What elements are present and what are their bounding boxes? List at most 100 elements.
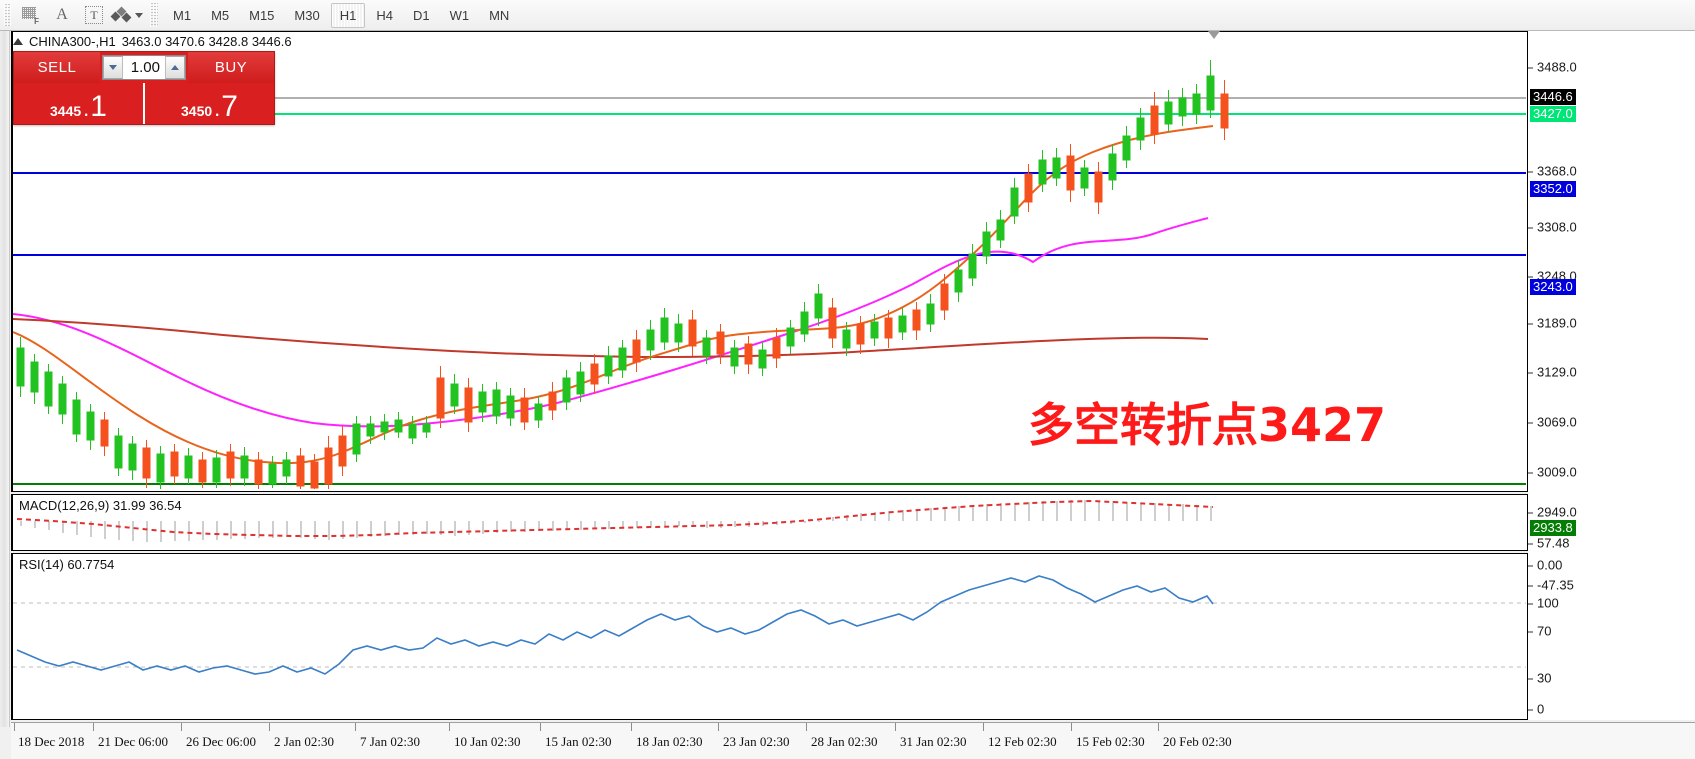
oct-top-row: SELL 1.00 BUY	[14, 52, 274, 83]
text-tool-icon[interactable]: A	[47, 2, 77, 28]
vertical-scrollbar-left[interactable]	[0, 31, 10, 727]
time-tick-10: 31 Jan 02:30	[900, 734, 967, 749]
symbol-name: CHINA300-,H1	[29, 33, 116, 49]
timeframe-mn[interactable]: MN	[489, 7, 510, 23]
sell-button[interactable]: SELL	[14, 52, 100, 83]
crosshair-f-glyph: F	[20, 5, 40, 26]
time-tick-3: 2 Jan 02:30	[274, 734, 334, 749]
timeframe-m15[interactable]: M15	[249, 7, 275, 23]
volume-stepper[interactable]: 1.00	[102, 55, 186, 80]
ma-magenta-line	[13, 217, 1209, 428]
sell-price-cell[interactable]: 3445 . 1	[14, 83, 145, 124]
rsi-tick-70: 70	[1528, 624, 1551, 639]
collapse-triangle-icon[interactable]	[13, 37, 23, 45]
time-tick-12: 15 Feb 02:30	[1076, 734, 1145, 749]
timeframe-h4[interactable]: H4	[376, 7, 393, 23]
sell-price-dot: .	[83, 96, 90, 121]
sell-price-integer: 3445	[50, 103, 82, 119]
time-axis[interactable]: 18 Dec 2018 21 Dec 06:00 26 Dec 06:00 2 …	[11, 722, 1695, 759]
time-tick-11: 12 Feb 02:30	[988, 734, 1057, 749]
crosshair-dots	[22, 7, 36, 19]
text-tool-letter: A	[56, 6, 68, 23]
price-badge-level-3243: 3243.0	[1530, 279, 1576, 295]
time-tick-1: 21 Dec 06:00	[98, 734, 169, 749]
rsi-caption: RSI(14) 60.7754	[19, 557, 115, 572]
one-click-trading-panel[interactable]: SELL 1.00 BUY 3445 . 1 3450 . 7	[13, 51, 275, 125]
objects-glyph	[110, 6, 132, 24]
rsi-tick-30: 30	[1528, 671, 1551, 686]
time-tick-6: 15 Jan 02:30	[545, 734, 612, 749]
time-tick-7: 18 Jan 02:30	[636, 734, 703, 749]
chart-annotation-text[interactable]: 多空转折点3427	[1028, 398, 1387, 452]
price-badge-low-2933: 2933.8	[1530, 520, 1576, 536]
buy-button[interactable]: BUY	[188, 52, 274, 83]
candlestick-series	[16, 60, 1229, 489]
price-badge-current: 3446.6	[1530, 89, 1576, 105]
symbol-header: CHINA300-,H1 3463.0 3470.6 3428.8 3446.6	[13, 33, 292, 49]
timeframe-w1[interactable]: W1	[449, 7, 470, 23]
buy-price-decimal: 7	[221, 90, 238, 123]
sell-price-decimal: 1	[90, 90, 107, 123]
rsi-tick-0: 0	[1528, 702, 1544, 717]
price-tick-3129: 3129.0	[1528, 365, 1577, 380]
macd-panel[interactable]: MACD(12,26,9) 31.99 36.54	[11, 494, 1528, 551]
text-label-icon[interactable]: T	[79, 2, 109, 28]
price-tick-3368: 3368.0	[1528, 164, 1577, 179]
timeframe-m5[interactable]: M5	[211, 7, 230, 23]
macd-histogram	[20, 500, 1212, 542]
timeframe-m1[interactable]: M1	[173, 7, 192, 23]
text-label-box: T	[85, 6, 103, 24]
rsi-chart-svg	[13, 575, 1526, 675]
volume-increment-button[interactable]	[165, 56, 185, 79]
price-tick-3189: 3189.0	[1528, 316, 1577, 331]
buy-price-cell[interactable]: 3450 . 7	[145, 83, 274, 124]
price-tick-2949: 2949.0	[1528, 505, 1577, 520]
macd-tick-min: -47.35	[1528, 578, 1574, 593]
price-tick-3488: 3488.0	[1528, 60, 1577, 75]
timeframe-m30[interactable]: M30	[294, 7, 320, 23]
timeframe-h1[interactable]: H1	[330, 2, 366, 28]
macd-caption: MACD(12,26,9) 31.99 36.54	[19, 498, 182, 513]
oct-price-row: 3445 . 1 3450 . 7	[14, 83, 274, 124]
macd-tick-max: 57.48	[1528, 536, 1570, 551]
time-tick-13: 20 Feb 02:30	[1163, 734, 1232, 749]
price-badge-level-3427: 3427.0	[1530, 106, 1576, 122]
price-tick-3308: 3308.0	[1528, 220, 1577, 235]
crosshair-f-icon[interactable]: F	[15, 2, 45, 28]
chevron-down-icon	[109, 65, 117, 70]
symbol-ohlc: 3463.0 3470.6 3428.8 3446.6	[121, 33, 292, 49]
chevron-up-icon	[171, 65, 179, 70]
toolbar-grip[interactable]	[4, 4, 11, 26]
time-tick-0: 18 Dec 2018	[18, 734, 85, 749]
cursor-marker-icon	[1208, 31, 1220, 39]
crosshair-f-letter: F	[34, 17, 39, 26]
buy-price-dot: .	[214, 96, 221, 121]
price-axis[interactable]: 3488.0 3446.6 3427.0 3368.0 3352.0 3308.…	[1528, 31, 1695, 720]
macd-signal-line	[16, 499, 1214, 537]
time-tick-4: 7 Jan 02:30	[360, 734, 420, 749]
time-tick-5: 10 Jan 02:30	[454, 734, 521, 749]
text-label-letter: T	[90, 8, 98, 22]
volume-decrement-button[interactable]	[103, 56, 123, 79]
buy-price-integer: 3450	[181, 103, 213, 119]
price-chart-svg	[13, 60, 1526, 489]
time-tick-9: 28 Jan 02:30	[811, 734, 878, 749]
rsi-panel[interactable]: RSI(14) 60.7754	[11, 553, 1528, 720]
price-badge-level-3352: 3352.0	[1530, 181, 1576, 197]
chart-workspace: MACD(12,26,9) 31.99 36.54	[0, 31, 1695, 759]
time-tick-8: 23 Jan 02:30	[723, 734, 790, 749]
price-tick-3009: 3009.0	[1528, 465, 1577, 480]
chevron-down-icon[interactable]	[135, 12, 143, 18]
main-toolbar: F A T M1 M5 M15 M30 H1 H4 D1 W1 MN	[0, 0, 1695, 31]
objects-icon[interactable]	[110, 2, 144, 28]
ma-darkred-line	[13, 318, 1209, 359]
volume-input[interactable]: 1.00	[123, 56, 165, 79]
toolbar-separator	[150, 3, 158, 27]
rsi-tick-100: 100	[1528, 596, 1559, 611]
timeframe-d1[interactable]: D1	[412, 7, 430, 23]
macd-chart-svg	[16, 499, 1214, 542]
time-tick-2: 26 Dec 06:00	[186, 734, 257, 749]
rsi-line	[16, 575, 1214, 675]
macd-tick-zero: 0.00	[1528, 558, 1562, 573]
price-tick-3069: 3069.0	[1528, 415, 1577, 430]
